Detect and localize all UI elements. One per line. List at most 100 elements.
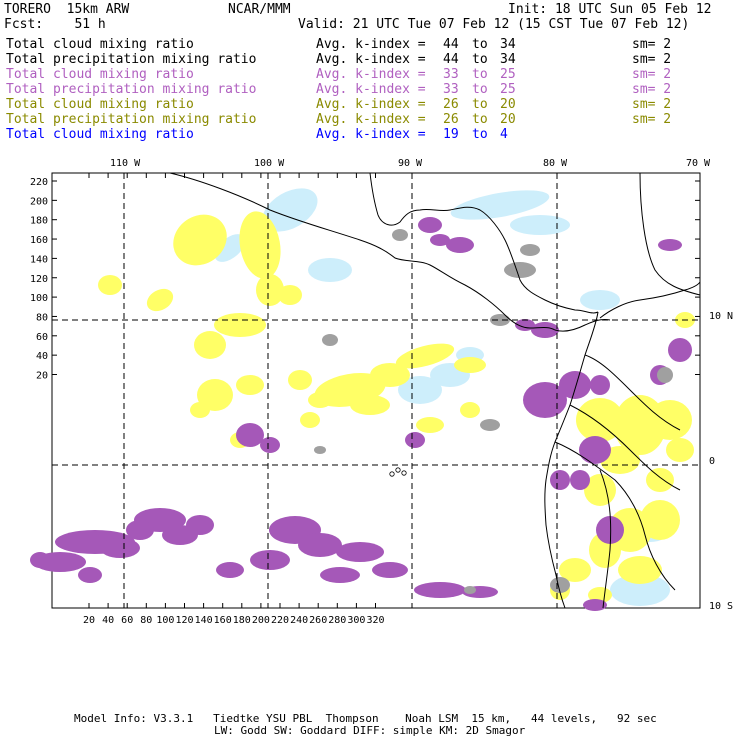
legend-hi: 19 bbox=[443, 127, 459, 142]
legend-hi: 33 bbox=[443, 82, 459, 97]
init-time: Init: 18 UTC Sun 05 Feb 12 bbox=[508, 2, 712, 17]
light-blue-cloud-area bbox=[450, 190, 550, 220]
y-tick-label: 80 bbox=[36, 312, 48, 323]
purple-cloud-area bbox=[583, 599, 607, 611]
legend-lo: 34 bbox=[500, 37, 516, 52]
coastline-path bbox=[639, 172, 701, 296]
legend-index: Avg. k-index = bbox=[316, 82, 426, 97]
longitude-labels: 110 W 100 W 90 W 80 W 70 W bbox=[110, 158, 711, 169]
legend-sm: sm= 2 bbox=[632, 67, 672, 82]
legend-sm: sm= 2 bbox=[632, 52, 672, 67]
x-tick-label: 60 bbox=[121, 615, 133, 626]
longitude-label: 110 W bbox=[110, 158, 141, 169]
legend-to: to bbox=[472, 127, 488, 142]
galapagos-island bbox=[401, 470, 407, 476]
legend-row: Total precipitation mixing ratio Avg. k-i… bbox=[0, 112, 730, 127]
longitude-label: 80 W bbox=[543, 158, 568, 169]
legend-hi: 44 bbox=[443, 52, 459, 67]
forecast-hour: Fcst: 51 h bbox=[4, 17, 106, 32]
legend-index: Avg. k-index = bbox=[316, 97, 426, 112]
yellow-cloud-area bbox=[646, 468, 674, 492]
cloud-fields bbox=[30, 188, 695, 611]
legend-to: to bbox=[472, 97, 488, 112]
yellow-cloud-area bbox=[98, 275, 122, 295]
yellow-cloud-area bbox=[666, 438, 694, 462]
x-tick-label: 280 bbox=[328, 615, 346, 626]
longitude-label: 70 W bbox=[686, 158, 711, 169]
light-blue-cloud-area bbox=[398, 376, 442, 404]
gray-cloud-area bbox=[490, 314, 510, 326]
purple-cloud-area bbox=[336, 542, 384, 562]
purple-cloud-area bbox=[430, 234, 450, 246]
legend-index: Avg. k-index = bbox=[316, 52, 426, 67]
purple-cloud-area bbox=[590, 375, 610, 395]
legend-to: to bbox=[472, 37, 488, 52]
legend-field: Total precipitation mixing ratio bbox=[6, 112, 257, 127]
legend-sm: sm= 2 bbox=[632, 82, 672, 97]
y-tick-label: 220 bbox=[30, 177, 48, 188]
y-tick-label: 160 bbox=[30, 235, 48, 246]
galapagos-island bbox=[395, 467, 401, 473]
yellow-cloud-area bbox=[173, 214, 227, 266]
legend-index: Avg. k-index = bbox=[316, 127, 426, 142]
x-tick-label: 80 bbox=[140, 615, 152, 626]
yellow-cloud-area bbox=[239, 211, 281, 279]
light-blue-cloud-area bbox=[214, 234, 246, 262]
purple-cloud-area bbox=[570, 470, 590, 490]
purple-cloud-area bbox=[523, 382, 567, 418]
legend-row: Total cloud mixing ratio Avg. k-index = 44… bbox=[0, 37, 730, 52]
legend-lo: 25 bbox=[500, 82, 516, 97]
yellow-cloud-area bbox=[454, 357, 486, 373]
yellow-cloud-area bbox=[146, 288, 174, 312]
yellow-cloud-area bbox=[559, 558, 591, 582]
legend-field: Total cloud mixing ratio bbox=[6, 67, 194, 82]
gray-cloud-area bbox=[657, 367, 673, 383]
purple-cloud-area bbox=[298, 533, 342, 557]
legend-hi: 26 bbox=[443, 97, 459, 112]
yellow-cloud-area bbox=[194, 331, 226, 359]
latitude-label: 10 N bbox=[709, 311, 733, 322]
yellow-cloud-area bbox=[278, 285, 302, 305]
legend-sm: sm= 2 bbox=[632, 37, 672, 52]
purple-cloud-area bbox=[236, 423, 264, 447]
y-tick-label: 120 bbox=[30, 274, 48, 285]
x-tick-label: 260 bbox=[309, 615, 327, 626]
gray-cloud-area bbox=[504, 262, 536, 278]
yellow-cloud-area bbox=[395, 343, 455, 369]
latitude-label: 10 S bbox=[709, 601, 733, 612]
legend-lo: 4 bbox=[500, 127, 508, 142]
legend-hi: 26 bbox=[443, 112, 459, 127]
legend-sm: sm= 2 bbox=[632, 112, 672, 127]
purple-cloud-area bbox=[320, 567, 360, 583]
longitude-label: 90 W bbox=[398, 158, 423, 169]
purple-cloud-area bbox=[550, 470, 570, 490]
latitude-label: 0 bbox=[709, 456, 715, 467]
coastline-path bbox=[599, 469, 612, 609]
gray-cloud-area bbox=[520, 244, 540, 256]
legend-lo: 34 bbox=[500, 52, 516, 67]
light-blue-cloud-area bbox=[610, 574, 670, 606]
legend-field: Total cloud mixing ratio bbox=[6, 37, 194, 52]
yellow-cloud-area bbox=[416, 417, 444, 433]
x-tick-label: 160 bbox=[214, 615, 232, 626]
light-blue-cloud-area bbox=[308, 258, 352, 282]
purple-cloud-area bbox=[579, 436, 611, 464]
x-tick-label: 140 bbox=[195, 615, 213, 626]
model-info-line-1: Model Info: V3.3.1 Tiedtke YSU PBL Thomp… bbox=[74, 712, 657, 725]
purple-cloud-area bbox=[126, 520, 154, 540]
legend-field: Total cloud mixing ratio bbox=[6, 127, 194, 142]
yellow-cloud-area bbox=[190, 402, 210, 418]
organization-label: NCAR/MMM bbox=[228, 2, 291, 17]
y-tick-label: 140 bbox=[30, 254, 48, 265]
y-tick-label: 20 bbox=[36, 371, 48, 382]
x-tick-label: 40 bbox=[102, 615, 114, 626]
coastline bbox=[169, 172, 701, 609]
coastline-path bbox=[544, 311, 599, 609]
x-tick-label: 180 bbox=[233, 615, 251, 626]
legend-lo: 25 bbox=[500, 67, 516, 82]
x-tick-label: 100 bbox=[156, 615, 174, 626]
legend-hi: 44 bbox=[443, 37, 459, 52]
yellow-cloud-area bbox=[370, 363, 410, 387]
purple-cloud-area bbox=[414, 582, 466, 598]
